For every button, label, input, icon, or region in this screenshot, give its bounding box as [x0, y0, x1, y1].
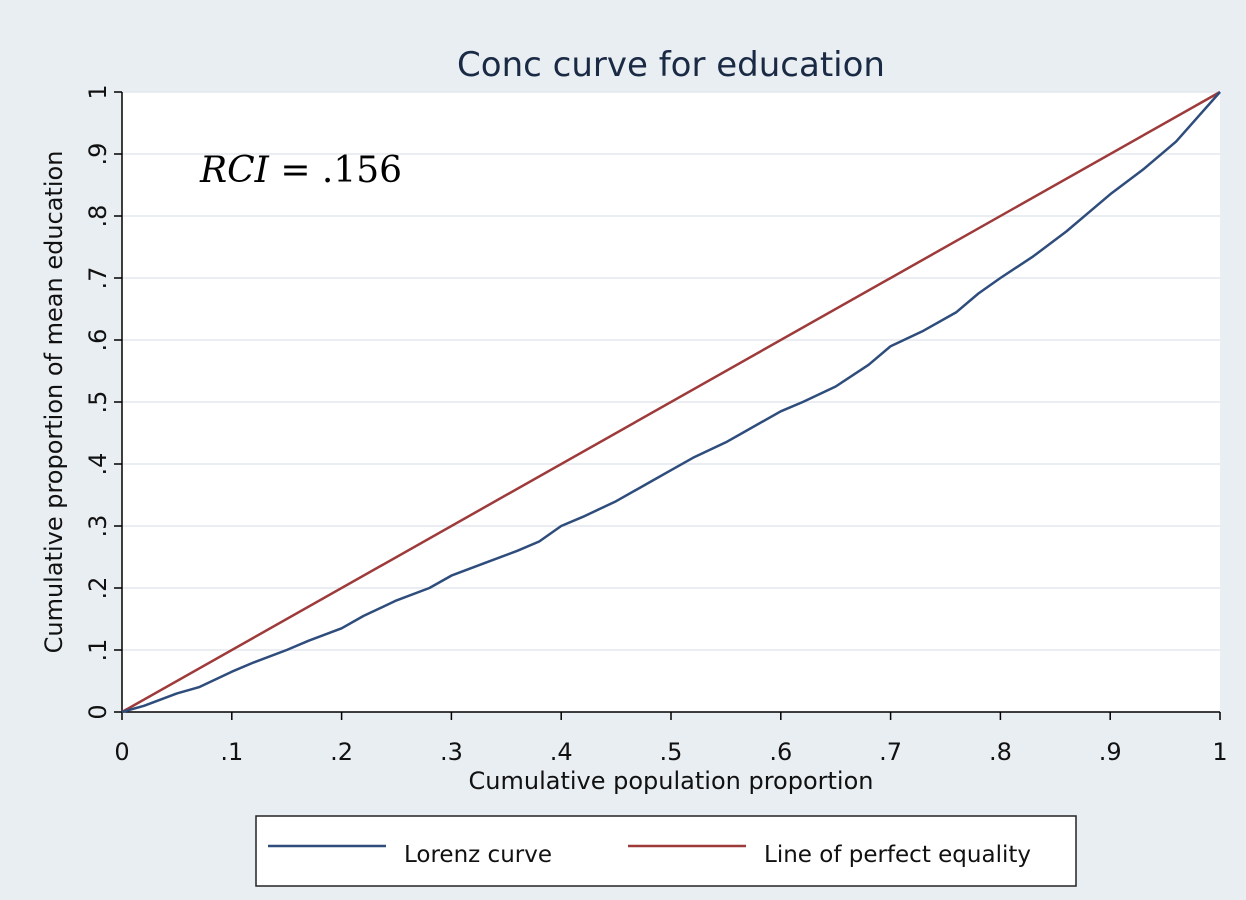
x-tick-label-2: .2 — [330, 738, 353, 766]
x-tick-label-6: .6 — [769, 738, 792, 766]
rci-value: = .156 — [269, 150, 402, 191]
x-tick-label-4: .4 — [550, 738, 573, 766]
x-tick-label-8: .8 — [989, 738, 1012, 766]
series-layer — [121, 90, 1221, 714]
legend-label-lorenz: Lorenz curve — [404, 842, 552, 868]
x-tick-label-1: .1 — [220, 738, 243, 766]
legend-box — [255, 815, 1077, 887]
series-perfect-equality — [121, 90, 1221, 714]
y-tick-label-1: .1 — [84, 639, 112, 662]
x-tick-label-3: .3 — [440, 738, 463, 766]
y-tick-label-2: .2 — [84, 577, 112, 600]
rci-annotation: RCI = .156 — [199, 150, 402, 191]
y-tick-label-8: .8 — [84, 205, 112, 228]
y-tick-label-9: .9 — [84, 143, 112, 166]
x-tick-label-7: .7 — [879, 738, 902, 766]
y-tick-label-5: .5 — [84, 391, 112, 414]
x-tick-label-0: 0 — [114, 738, 129, 766]
y-axis-title: Cumulative proportion of mean education — [40, 151, 68, 654]
y-tick-label-3: .3 — [84, 515, 112, 538]
x-tick-label-10: 1 — [1212, 738, 1227, 766]
y-tick-label-10: 1 — [84, 84, 112, 99]
chart-title: Conc curve for education — [457, 45, 885, 85]
y-tick-label-0: 0 — [84, 704, 112, 719]
axis-layer: 0 .1 .2 .3 .4 .5 .6 .7 .8 .9 1 0 .1 .2 .3 .4 .5 .6 .7 .8 .9 1 — [84, 84, 1228, 766]
x-axis-title: Cumulative population proportion — [469, 767, 874, 795]
legend: Lorenz curve Line of perfect equality — [255, 815, 1077, 887]
series-lorenz-curve — [121, 91, 1221, 714]
x-tick-label-5: .5 — [660, 738, 683, 766]
legend-label-equality: Line of perfect equality — [764, 842, 1031, 868]
rci-variable: RCI — [199, 150, 270, 191]
y-tick-label-4: .4 — [84, 453, 112, 476]
y-tick-label-6: .6 — [84, 329, 112, 352]
grid-layer — [122, 91, 1220, 651]
x-tick-label-9: .9 — [1099, 738, 1122, 766]
y-tick-label-7: .7 — [84, 267, 112, 290]
